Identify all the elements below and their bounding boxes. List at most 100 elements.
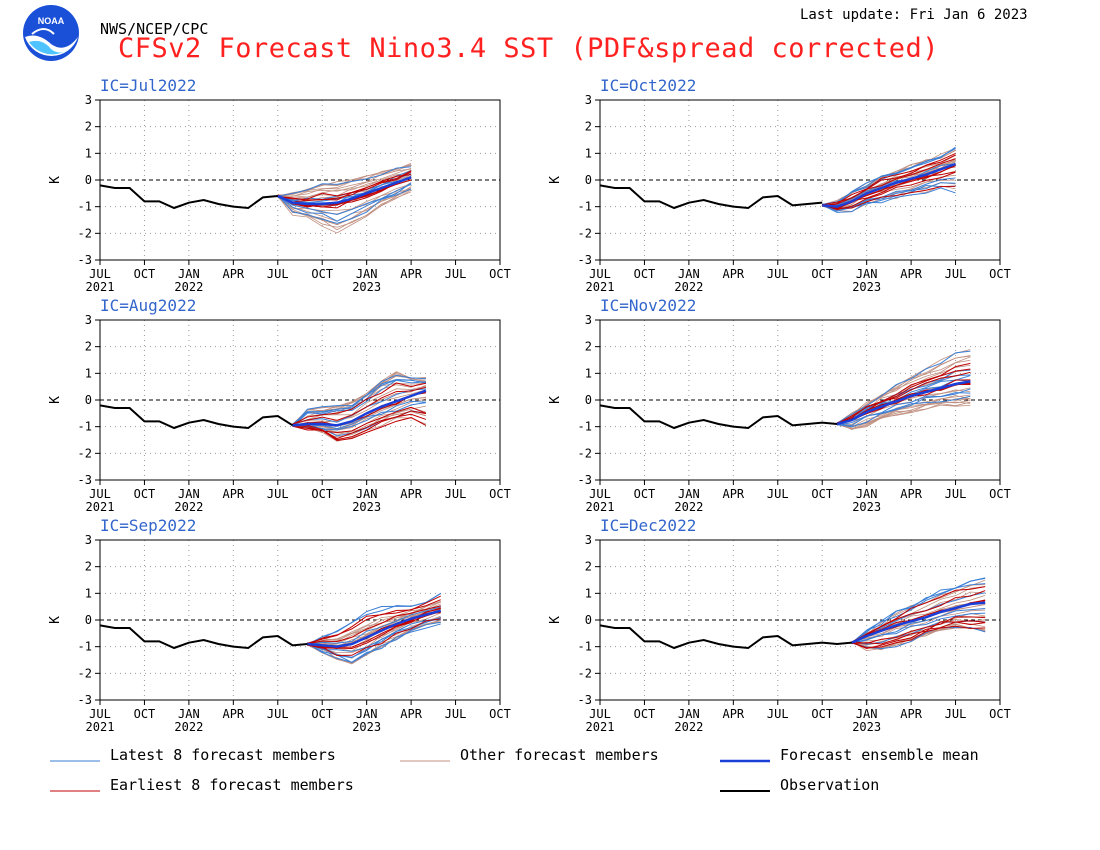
x-year-label: 2022: [674, 280, 703, 294]
y-tick-label: 2: [85, 120, 92, 134]
chart-panel: IC=Oct2022 3 2 1 0 -1 -2 -3 K JUL OCT JAN APR JUL OCT J…: [548, 76, 1011, 294]
x-tick-label: JAN: [856, 707, 878, 721]
latest-member-line: [821, 187, 956, 213]
y-tick-label: 0: [85, 393, 92, 407]
ensemble-mean-line: [307, 609, 442, 648]
other-member-line: [822, 154, 956, 205]
ensemble-mean-line: [292, 389, 427, 427]
earliest-member-line: [292, 413, 427, 441]
latest-member-line: [277, 176, 412, 204]
earliest-member-line: [851, 616, 986, 644]
latest-member-line: [292, 402, 426, 431]
x-tick-label: JAN: [678, 267, 700, 281]
last-update-label: Last update: Fri Jan 6 2023: [800, 7, 1028, 23]
legend-item: Forecast ensemble mean: [720, 746, 979, 764]
other-member-line: [822, 185, 956, 212]
x-tick-label: JUL: [267, 707, 289, 721]
latest-member-line: [307, 621, 441, 664]
x-tick-label: JAN: [178, 707, 200, 721]
y-tick-label: 3: [585, 93, 592, 107]
y-tick-label: 2: [585, 340, 592, 354]
earliest-member-line: [822, 185, 956, 209]
x-tick-label: APR: [222, 267, 244, 281]
x-tick-label: APR: [722, 707, 744, 721]
observation-line: [99, 404, 294, 430]
ensemble-mean-line: [836, 380, 971, 426]
x-year-label: 2022: [174, 720, 203, 734]
x-year-label: 2021: [86, 720, 115, 734]
x-tick-label: APR: [722, 267, 744, 281]
x-tick-label: JAN: [856, 267, 878, 281]
x-year-label: 2023: [352, 280, 381, 294]
latest-member-line: [277, 183, 412, 216]
y-tick-label: 1: [85, 146, 92, 160]
x-tick-label: OCT: [311, 267, 333, 281]
earliest-member-line: [822, 153, 956, 206]
x-tick-label: JAN: [356, 487, 378, 501]
observation-line: [599, 624, 852, 650]
x-year-label: 2022: [174, 280, 203, 294]
panel-title: IC=Aug2022: [100, 296, 196, 315]
panel-title: IC=Jul2022: [100, 76, 196, 95]
latest-member-line: [307, 606, 441, 646]
latest-member-line: [836, 350, 971, 424]
x-tick-label: OCT: [489, 487, 511, 501]
svg-text:NOAA: NOAA: [38, 16, 65, 26]
panel-title: IC=Sep2022: [100, 516, 196, 535]
y-tick-label: 1: [585, 586, 592, 600]
latest-member-line: [307, 618, 441, 652]
x-year-label: 2021: [586, 280, 615, 294]
plot-frame: [599, 539, 1001, 701]
x-tick-label: OCT: [811, 267, 833, 281]
x-tick-label: JAN: [356, 267, 378, 281]
x-tick-label: JUL: [445, 267, 467, 281]
x-year-label: 2021: [586, 500, 615, 514]
earliest-member-line: [851, 621, 986, 649]
x-tick-label: JUL: [767, 267, 789, 281]
x-tick-label: OCT: [134, 707, 156, 721]
x-tick-label: OCT: [811, 707, 833, 721]
x-tick-label: APR: [400, 267, 422, 281]
x-year-label: 2021: [586, 720, 615, 734]
plot-frame: [599, 319, 1001, 481]
latest-member-line: [292, 379, 427, 425]
earliest-member-line: [822, 158, 956, 207]
x-tick-label: OCT: [489, 707, 511, 721]
latest-member-line: [836, 392, 971, 426]
earliest-member-line: [307, 599, 441, 646]
x-year-label: 2022: [174, 500, 203, 514]
earliest-member-line: [307, 618, 441, 657]
y-tick-label: 2: [85, 560, 92, 574]
other-member-line: [277, 188, 412, 234]
ensemble-mean-line: [851, 601, 986, 644]
y-tick-label: -1: [578, 420, 592, 434]
x-tick-label: JUL: [89, 487, 111, 501]
panel-title: IC=Oct2022: [600, 76, 696, 95]
y-tick-label: -2: [78, 226, 92, 240]
observation-line: [599, 184, 823, 210]
plot-frame: [99, 539, 501, 701]
x-tick-label: JUL: [589, 707, 611, 721]
observation-line: [599, 404, 838, 430]
legend-item: Latest 8 forecast members: [50, 746, 336, 764]
y-tick-label: -3: [78, 253, 92, 267]
x-tick-label: OCT: [989, 267, 1011, 281]
latest-member-line: [307, 623, 441, 663]
latest-member-line: [822, 147, 956, 207]
latest-member-line: [307, 592, 442, 644]
y-axis-label: K: [548, 396, 563, 404]
earliest-member-line: [307, 595, 441, 644]
y-tick-label: -3: [78, 473, 92, 487]
earliest-member-line: [277, 171, 412, 203]
latest-member-line: [277, 182, 412, 222]
y-axis-label: K: [548, 616, 563, 624]
latest-member-line: [836, 374, 971, 426]
y-axis-label: K: [48, 176, 63, 184]
x-tick-label: APR: [400, 487, 422, 501]
y-tick-label: 0: [585, 393, 592, 407]
earliest-member-line: [292, 382, 427, 425]
x-tick-label: OCT: [811, 487, 833, 501]
earliest-member-line: [292, 406, 427, 433]
earliest-member-line: [851, 586, 986, 644]
